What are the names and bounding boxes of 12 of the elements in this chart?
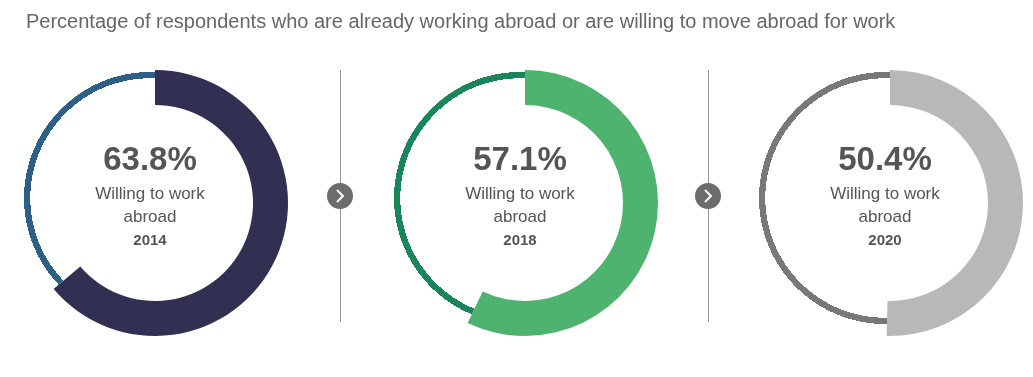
text: 2020 — [867, 230, 903, 250]
text: 2014 — [132, 230, 168, 250]
text: Percentage of respondents who are already working abroad or are willing to move abroad for work — [26, 10, 896, 33]
slice-label: Willing to work abroad — [464, 183, 576, 228]
donut-slice — [467, 70, 658, 336]
data-label: 50.4% — [837, 140, 933, 178]
data-label: 57.1% — [472, 140, 568, 178]
slice-label: Willing to work abroad — [94, 183, 206, 228]
donut-slice — [53, 70, 288, 336]
data-label: 63.8% — [102, 140, 198, 178]
text: 2018 — [502, 230, 538, 250]
slice-label: Willing to work abroad — [829, 183, 941, 228]
